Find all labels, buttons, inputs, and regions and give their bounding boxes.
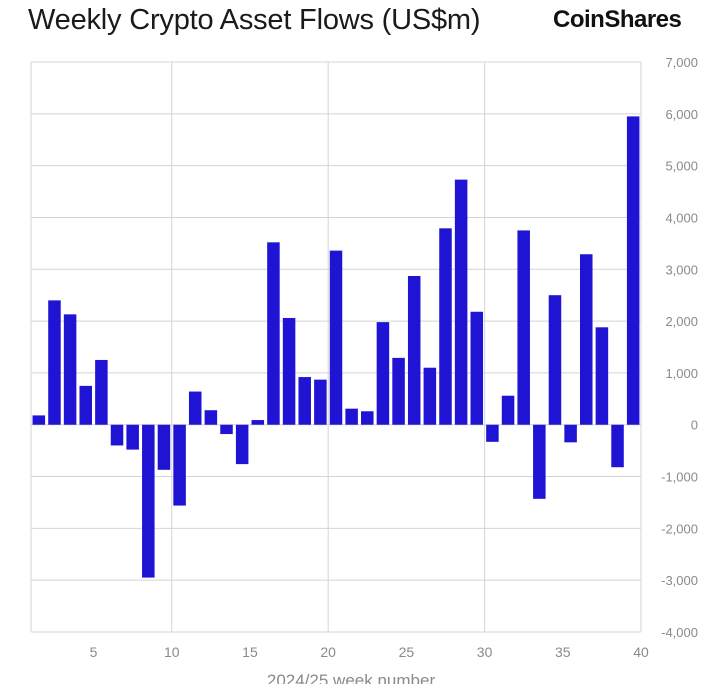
x-tick-label: 10 <box>164 644 180 660</box>
bar <box>595 327 609 425</box>
y-tick-label: 2,000 <box>665 314 698 329</box>
y-tick-label: -3,000 <box>661 573 698 588</box>
bar <box>314 379 327 425</box>
x-tick-label: 5 <box>90 644 98 660</box>
bar <box>626 116 640 425</box>
x-tick-label: 40 <box>633 644 649 660</box>
y-tick-label: -2,000 <box>661 521 698 536</box>
bar <box>142 424 155 578</box>
bar <box>157 424 171 470</box>
bar <box>220 424 233 435</box>
bar <box>298 377 311 425</box>
bar <box>188 391 202 425</box>
x-tick-label: 30 <box>477 644 493 660</box>
bar <box>392 357 405 425</box>
bar <box>267 242 280 425</box>
bar <box>611 424 624 468</box>
bar <box>548 295 562 425</box>
bar <box>376 322 390 425</box>
x-tick-label: 20 <box>320 644 336 660</box>
x-tick-label: 35 <box>555 644 571 660</box>
y-axis-ticks: -4,000 -3,000 -2,000 -1,000 0 1,000 2,000 3,000… <box>661 55 698 640</box>
y-tick-label: 7,000 <box>665 55 698 70</box>
chart-title: Weekly Crypto Asset Flows (US$m) <box>28 4 481 36</box>
bar <box>470 311 484 425</box>
bar <box>204 410 218 425</box>
y-tick-label: 1,000 <box>665 366 698 381</box>
bars <box>32 116 640 578</box>
x-tick-label: 25 <box>399 644 415 660</box>
bar <box>48 300 61 425</box>
x-axis-label: 2024/25 week number <box>267 671 436 684</box>
bar <box>439 228 452 425</box>
y-tick-label: -1,000 <box>661 470 698 485</box>
y-tick-label: 4,000 <box>665 210 698 225</box>
bar <box>580 254 593 425</box>
coinshares-logo: CoinShares <box>553 6 682 33</box>
bar <box>345 408 358 425</box>
bar <box>454 179 468 425</box>
x-tick-label: 15 <box>242 644 258 660</box>
bar <box>95 359 108 425</box>
bar <box>501 395 515 425</box>
bar <box>282 317 296 425</box>
bar <box>517 230 530 425</box>
bar <box>564 424 577 443</box>
bar <box>486 424 499 442</box>
y-tick-label: 6,000 <box>665 107 698 122</box>
bar <box>361 411 374 425</box>
bar <box>423 367 437 425</box>
y-tick-label: -4,000 <box>661 625 698 640</box>
bar <box>251 420 265 425</box>
y-tick-label: 0 <box>691 418 698 433</box>
y-tick-label: 3,000 <box>665 262 698 277</box>
bar <box>407 276 421 425</box>
bar <box>533 424 546 499</box>
bar <box>110 424 124 446</box>
x-axis-ticks: 5 10 15 20 25 30 35 40 <box>90 644 649 660</box>
bar <box>32 415 46 425</box>
bar <box>79 385 92 425</box>
bar <box>329 250 343 425</box>
bar <box>63 314 77 425</box>
y-tick-label: 5,000 <box>665 159 698 174</box>
bar <box>173 424 186 506</box>
bar <box>126 424 139 450</box>
bar <box>235 424 249 465</box>
